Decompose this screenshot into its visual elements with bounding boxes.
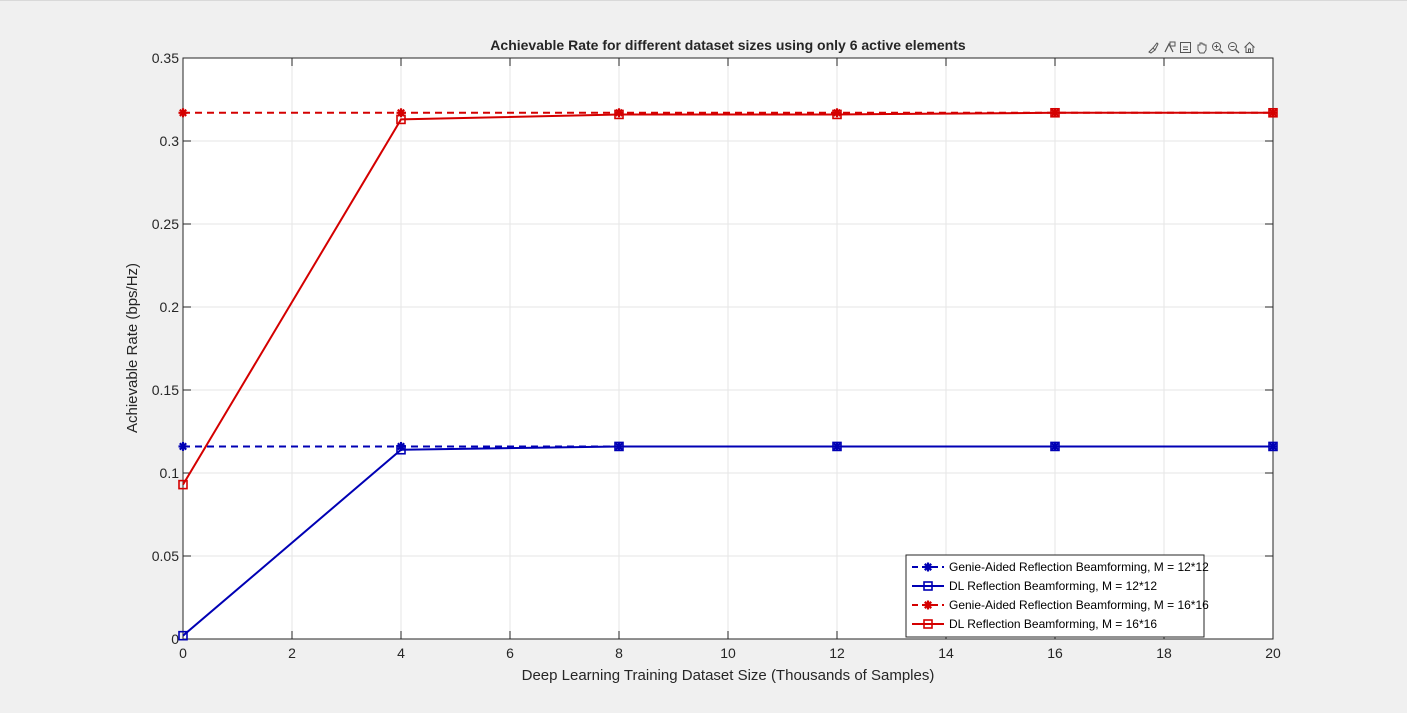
legend-box [905, 554, 1205, 638]
data-point [614, 109, 624, 120]
y-tick-label: 0.25 [152, 216, 179, 232]
data-point [832, 109, 842, 120]
zoom-in-icon[interactable] [1210, 39, 1225, 55]
data-point [614, 108, 624, 118]
home-icon[interactable] [1242, 39, 1257, 55]
x-tick-label: 12 [829, 645, 845, 661]
x-tick-label: 18 [1156, 645, 1172, 661]
y-tick-label: 0.1 [160, 465, 180, 481]
x-tick-label: 0 [179, 645, 187, 661]
x-tick-label: 2 [288, 645, 296, 661]
y-tick-label: 0.2 [160, 299, 180, 315]
y-tick-label: 0.3 [160, 133, 180, 149]
legend-swatch-marker [923, 600, 933, 610]
pan-icon[interactable] [1194, 39, 1209, 55]
save-icon[interactable] [1178, 39, 1193, 55]
legend[interactable]: Genie-Aided Reflection Beamforming, M = … [905, 554, 1209, 638]
legend-item[interactable]: Genie-Aided Reflection Beamforming, M = … [912, 560, 1209, 574]
axes-toolbar [1146, 37, 1257, 57]
legend-label: DL Reflection Beamforming, M = 12*12 [949, 579, 1157, 593]
y-tick-label: 0 [171, 631, 179, 647]
data-point [1268, 441, 1278, 452]
legend-swatch-marker [923, 562, 933, 572]
legend-label: DL Reflection Beamforming, M = 16*16 [949, 617, 1157, 631]
x-tick-label: 4 [397, 645, 405, 661]
data-point [396, 444, 406, 455]
data-point [614, 441, 624, 452]
zoom-out-icon[interactable] [1226, 39, 1241, 55]
data-tips-icon[interactable] [1162, 39, 1177, 55]
data-point [1268, 107, 1278, 118]
series-line [182, 111, 1273, 486]
y-axis-label: Achievable Rate (bps/Hz) [124, 263, 141, 433]
data-point [178, 108, 188, 118]
data-point [178, 479, 188, 490]
data-point [178, 630, 188, 641]
legend-swatch-marker [923, 581, 933, 591]
x-tick-label: 20 [1265, 645, 1281, 661]
legend-swatch-marker [923, 619, 933, 629]
data-point [832, 441, 842, 452]
series-2 [178, 441, 1278, 641]
data-point [178, 441, 188, 451]
data-point [396, 114, 406, 125]
data-point [1050, 107, 1060, 118]
x-tick-label: 14 [938, 645, 954, 661]
legend-label: Genie-Aided Reflection Beamforming, M = … [949, 560, 1209, 574]
data-point [1050, 441, 1060, 452]
data-point [832, 108, 842, 118]
x-axis-label: Deep Learning Training Dataset Size (Tho… [522, 667, 935, 684]
x-tick-label: 10 [720, 645, 736, 661]
y-tick-label: 0.35 [152, 50, 179, 66]
series-line [182, 445, 1273, 637]
brush-icon[interactable] [1146, 39, 1161, 55]
legend-item[interactable]: DL Reflection Beamforming, M = 16*16 [912, 617, 1157, 631]
y-tick-label: 0.15 [152, 382, 179, 398]
legend-item[interactable]: Genie-Aided Reflection Beamforming, M = … [912, 598, 1209, 612]
y-tick-label: 0.05 [152, 548, 179, 564]
chart-title: Achievable Rate for different dataset si… [490, 37, 966, 53]
x-tick-label: 6 [506, 645, 514, 661]
series-4 [178, 107, 1278, 490]
x-tick-label: 16 [1047, 645, 1063, 661]
x-tick-label: 8 [615, 645, 623, 661]
legend-label: Genie-Aided Reflection Beamforming, M = … [949, 598, 1209, 612]
legend-item[interactable]: DL Reflection Beamforming, M = 12*12 [912, 579, 1157, 593]
